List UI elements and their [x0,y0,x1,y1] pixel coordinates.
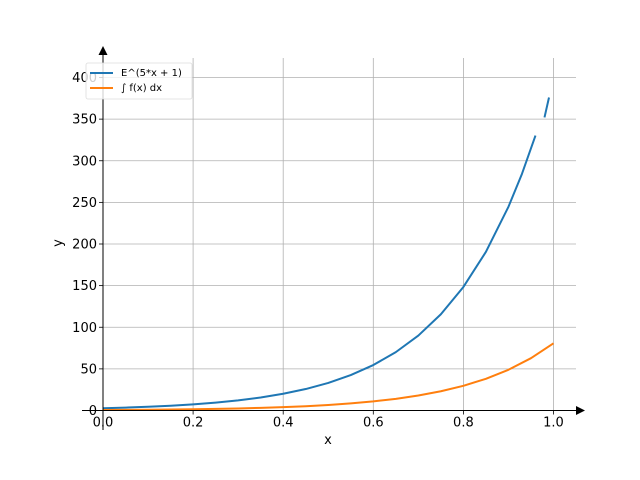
y-tick-label: 0 [89,404,97,419]
y-tick-label: 150 [72,279,97,294]
series-line-1-segment-2 [543,97,550,118]
x-tick-label: 0.2 [183,416,204,431]
x-axis-arrow-icon [576,406,585,415]
y-tick-label: 300 [72,154,97,169]
series-group [102,97,555,412]
y-tick-label: 200 [72,238,97,253]
legend-label-series-2: ∫ f(x) dx [121,83,162,94]
x-tick-label: 0.4 [273,416,294,431]
y-axis-arrow-icon [98,46,108,55]
series-line-2 [102,342,555,412]
y-tick-label: 50 [80,362,97,377]
y-tick-label: 250 [72,196,97,211]
x-tick-label: 0.8 [453,416,474,431]
y-tick-label: 350 [72,113,97,128]
x-tick-label: 0.0 [93,416,114,431]
x-tick-label: 0.6 [363,416,384,431]
legend: E^(5*x + 1) ∫ f(x) dx [85,62,193,100]
ticks: 0.0 0.2 0.4 0.6 0.8 1.00501001502002503003504… [72,71,564,431]
x-axis-label: x [324,433,332,448]
legend-label-series-1: E^(5*x + 1) [121,68,182,79]
x-tick-label: 1.0 [543,416,564,431]
axes [82,46,585,430]
y-tick-label: 100 [72,321,97,336]
grid [103,58,576,411]
series-line-1 [102,135,537,410]
y-axis-label: y [51,239,66,247]
